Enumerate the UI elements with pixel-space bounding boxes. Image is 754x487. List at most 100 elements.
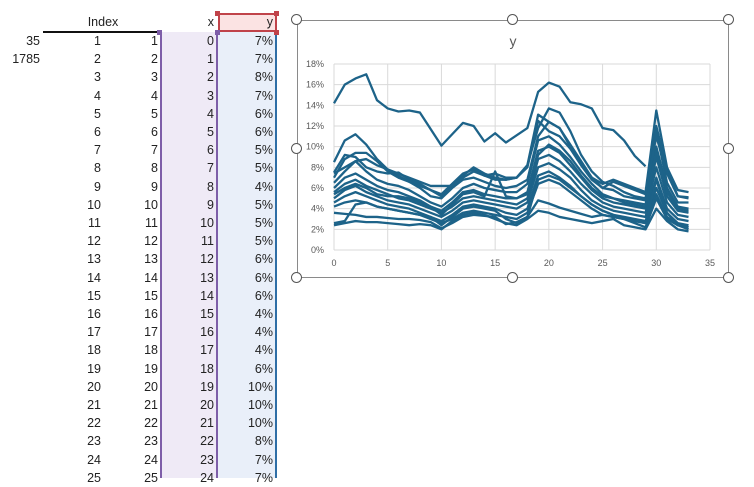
x-cell[interactable]: 17: [200, 343, 214, 358]
x-cell[interactable]: 5: [207, 125, 214, 139]
index-cell[interactable]: 6: [94, 125, 101, 139]
y-cell[interactable]: 4%: [254, 343, 273, 358]
x-cell[interactable]: 6: [207, 143, 214, 158]
x-cell[interactable]: 4: [207, 106, 214, 121]
y-cell[interactable]: 4%: [254, 307, 273, 321]
y-cell[interactable]: 7%: [254, 452, 273, 467]
resize-handle[interactable]: [507, 14, 518, 25]
y-cell[interactable]: 6%: [254, 252, 273, 267]
y-cell[interactable]: 10%: [247, 416, 273, 431]
line-chart[interactable]: y 0% 2% 4% 6% 8% 10% 12% 14% 16% 18% 0 5 10 15 20 25 30 3…: [297, 20, 729, 278]
resize-handle[interactable]: [507, 272, 518, 283]
y-header[interactable]: y: [266, 15, 273, 29]
x-cell[interactable]: 3: [207, 88, 214, 103]
index-cell[interactable]: 7: [94, 143, 101, 158]
index-cell[interactable]: 1: [94, 34, 101, 48]
index-cell[interactable]: 23: [87, 434, 101, 449]
resize-handle[interactable]: [723, 143, 734, 154]
y-cell[interactable]: 6%: [254, 361, 273, 376]
index-copy-cell[interactable]: 13: [144, 252, 158, 267]
index-copy-cell[interactable]: 11: [145, 216, 158, 230]
y-cell[interactable]: 7%: [254, 34, 273, 48]
x-cell[interactable]: 21: [200, 416, 214, 431]
index-copy-cell[interactable]: 5: [151, 106, 158, 121]
y-cell[interactable]: 5%: [254, 234, 273, 249]
y-cell[interactable]: 5%: [254, 161, 273, 176]
index-cell[interactable]: 16: [87, 307, 101, 321]
y-cell[interactable]: 4%: [254, 325, 273, 340]
series-line-s5[interactable]: [333, 135, 689, 210]
index-copy-cell[interactable]: 3: [151, 70, 158, 85]
series-line-s13[interactable]: [333, 174, 689, 229]
resize-handle[interactable]: [291, 272, 302, 283]
index-cell[interactable]: 13: [87, 252, 101, 267]
x-cell[interactable]: 9: [207, 197, 214, 212]
index-cell[interactable]: 10: [87, 197, 101, 212]
series-line-s1[interactable]: [333, 73, 647, 168]
index-cell[interactable]: 12: [87, 234, 101, 249]
index-cell[interactable]: 14: [87, 270, 101, 285]
x-cell[interactable]: 16: [200, 325, 214, 340]
index-copy-cell[interactable]: 23: [144, 434, 158, 449]
index-copy-cell[interactable]: 12: [144, 234, 158, 249]
y-cell[interactable]: 8%: [254, 70, 273, 85]
index-cell[interactable]: 24: [87, 452, 101, 467]
index-copy-cell[interactable]: 4: [151, 88, 158, 103]
resize-handle[interactable]: [723, 272, 734, 283]
index-cell[interactable]: 11: [88, 216, 101, 230]
chart-title[interactable]: y: [510, 33, 517, 49]
y-cell[interactable]: 8%: [254, 434, 273, 449]
index-copy-cell[interactable]: 20: [144, 379, 158, 394]
resize-handle[interactable]: [291, 14, 302, 25]
index-cell[interactable]: 20: [87, 379, 101, 394]
index-copy-cell[interactable]: 22: [144, 416, 158, 431]
index-copy-cell[interactable]: 18: [144, 343, 158, 358]
x-cell[interactable]: 13: [200, 270, 214, 285]
resize-handle[interactable]: [291, 143, 302, 154]
index-copy-cell[interactable]: 16: [144, 307, 158, 321]
series-line-s14[interactable]: [333, 119, 689, 200]
x-cell[interactable]: 1: [207, 52, 214, 67]
y-cell[interactable]: 10%: [247, 398, 273, 412]
index-copy-cell[interactable]: 10: [144, 197, 158, 212]
x-cell[interactable]: 20: [200, 398, 214, 412]
series-line-s15[interactable]: [333, 143, 689, 217]
index-cell[interactable]: 2: [94, 52, 101, 67]
x-cell[interactable]: 18: [200, 361, 214, 376]
x-cell[interactable]: 11: [201, 234, 214, 249]
index-copy-cell[interactable]: 17: [144, 325, 158, 340]
index-copy-cell[interactable]: 14: [144, 270, 158, 285]
series-line-s8[interactable]: [333, 162, 689, 223]
y-cell[interactable]: 6%: [254, 106, 273, 121]
y-cell[interactable]: 7%: [254, 88, 273, 103]
x-cell[interactable]: 0: [207, 34, 214, 48]
index-copy-cell[interactable]: 8: [151, 161, 158, 176]
index-copy-cell[interactable]: 6: [151, 125, 158, 139]
y-cell[interactable]: 6%: [254, 270, 273, 285]
x-cell[interactable]: 22: [200, 434, 214, 449]
x-cell[interactable]: 7: [207, 161, 214, 176]
y-cell[interactable]: 4%: [254, 179, 273, 194]
series-line-s12[interactable]: [333, 207, 689, 233]
range-handle[interactable]: [215, 11, 220, 16]
index-copy-cell[interactable]: 1: [151, 34, 158, 48]
resize-handle[interactable]: [723, 14, 734, 25]
range-handle[interactable]: [274, 11, 279, 16]
range-handle[interactable]: [215, 30, 220, 35]
index-copy-cell[interactable]: 2: [151, 52, 158, 67]
index-copy-cell[interactable]: 9: [151, 179, 158, 194]
y-cell[interactable]: 6%: [254, 288, 273, 303]
index-cell[interactable]: 21: [87, 398, 101, 412]
index-cell[interactable]: 5: [94, 106, 101, 121]
y-cell[interactable]: 7%: [254, 52, 273, 67]
index-cell[interactable]: 18: [87, 343, 101, 358]
range-handle[interactable]: [157, 30, 162, 35]
index-copy-cell[interactable]: 15: [144, 288, 158, 303]
index-cell[interactable]: 22: [87, 416, 101, 431]
index-cell[interactable]: 15: [87, 288, 101, 303]
range-handle[interactable]: [274, 30, 279, 35]
index-header[interactable]: Index: [87, 15, 119, 29]
index-copy-cell[interactable]: 19: [144, 361, 158, 376]
side-value[interactable]: 1785: [12, 52, 40, 67]
x-cell[interactable]: 8: [207, 179, 214, 194]
